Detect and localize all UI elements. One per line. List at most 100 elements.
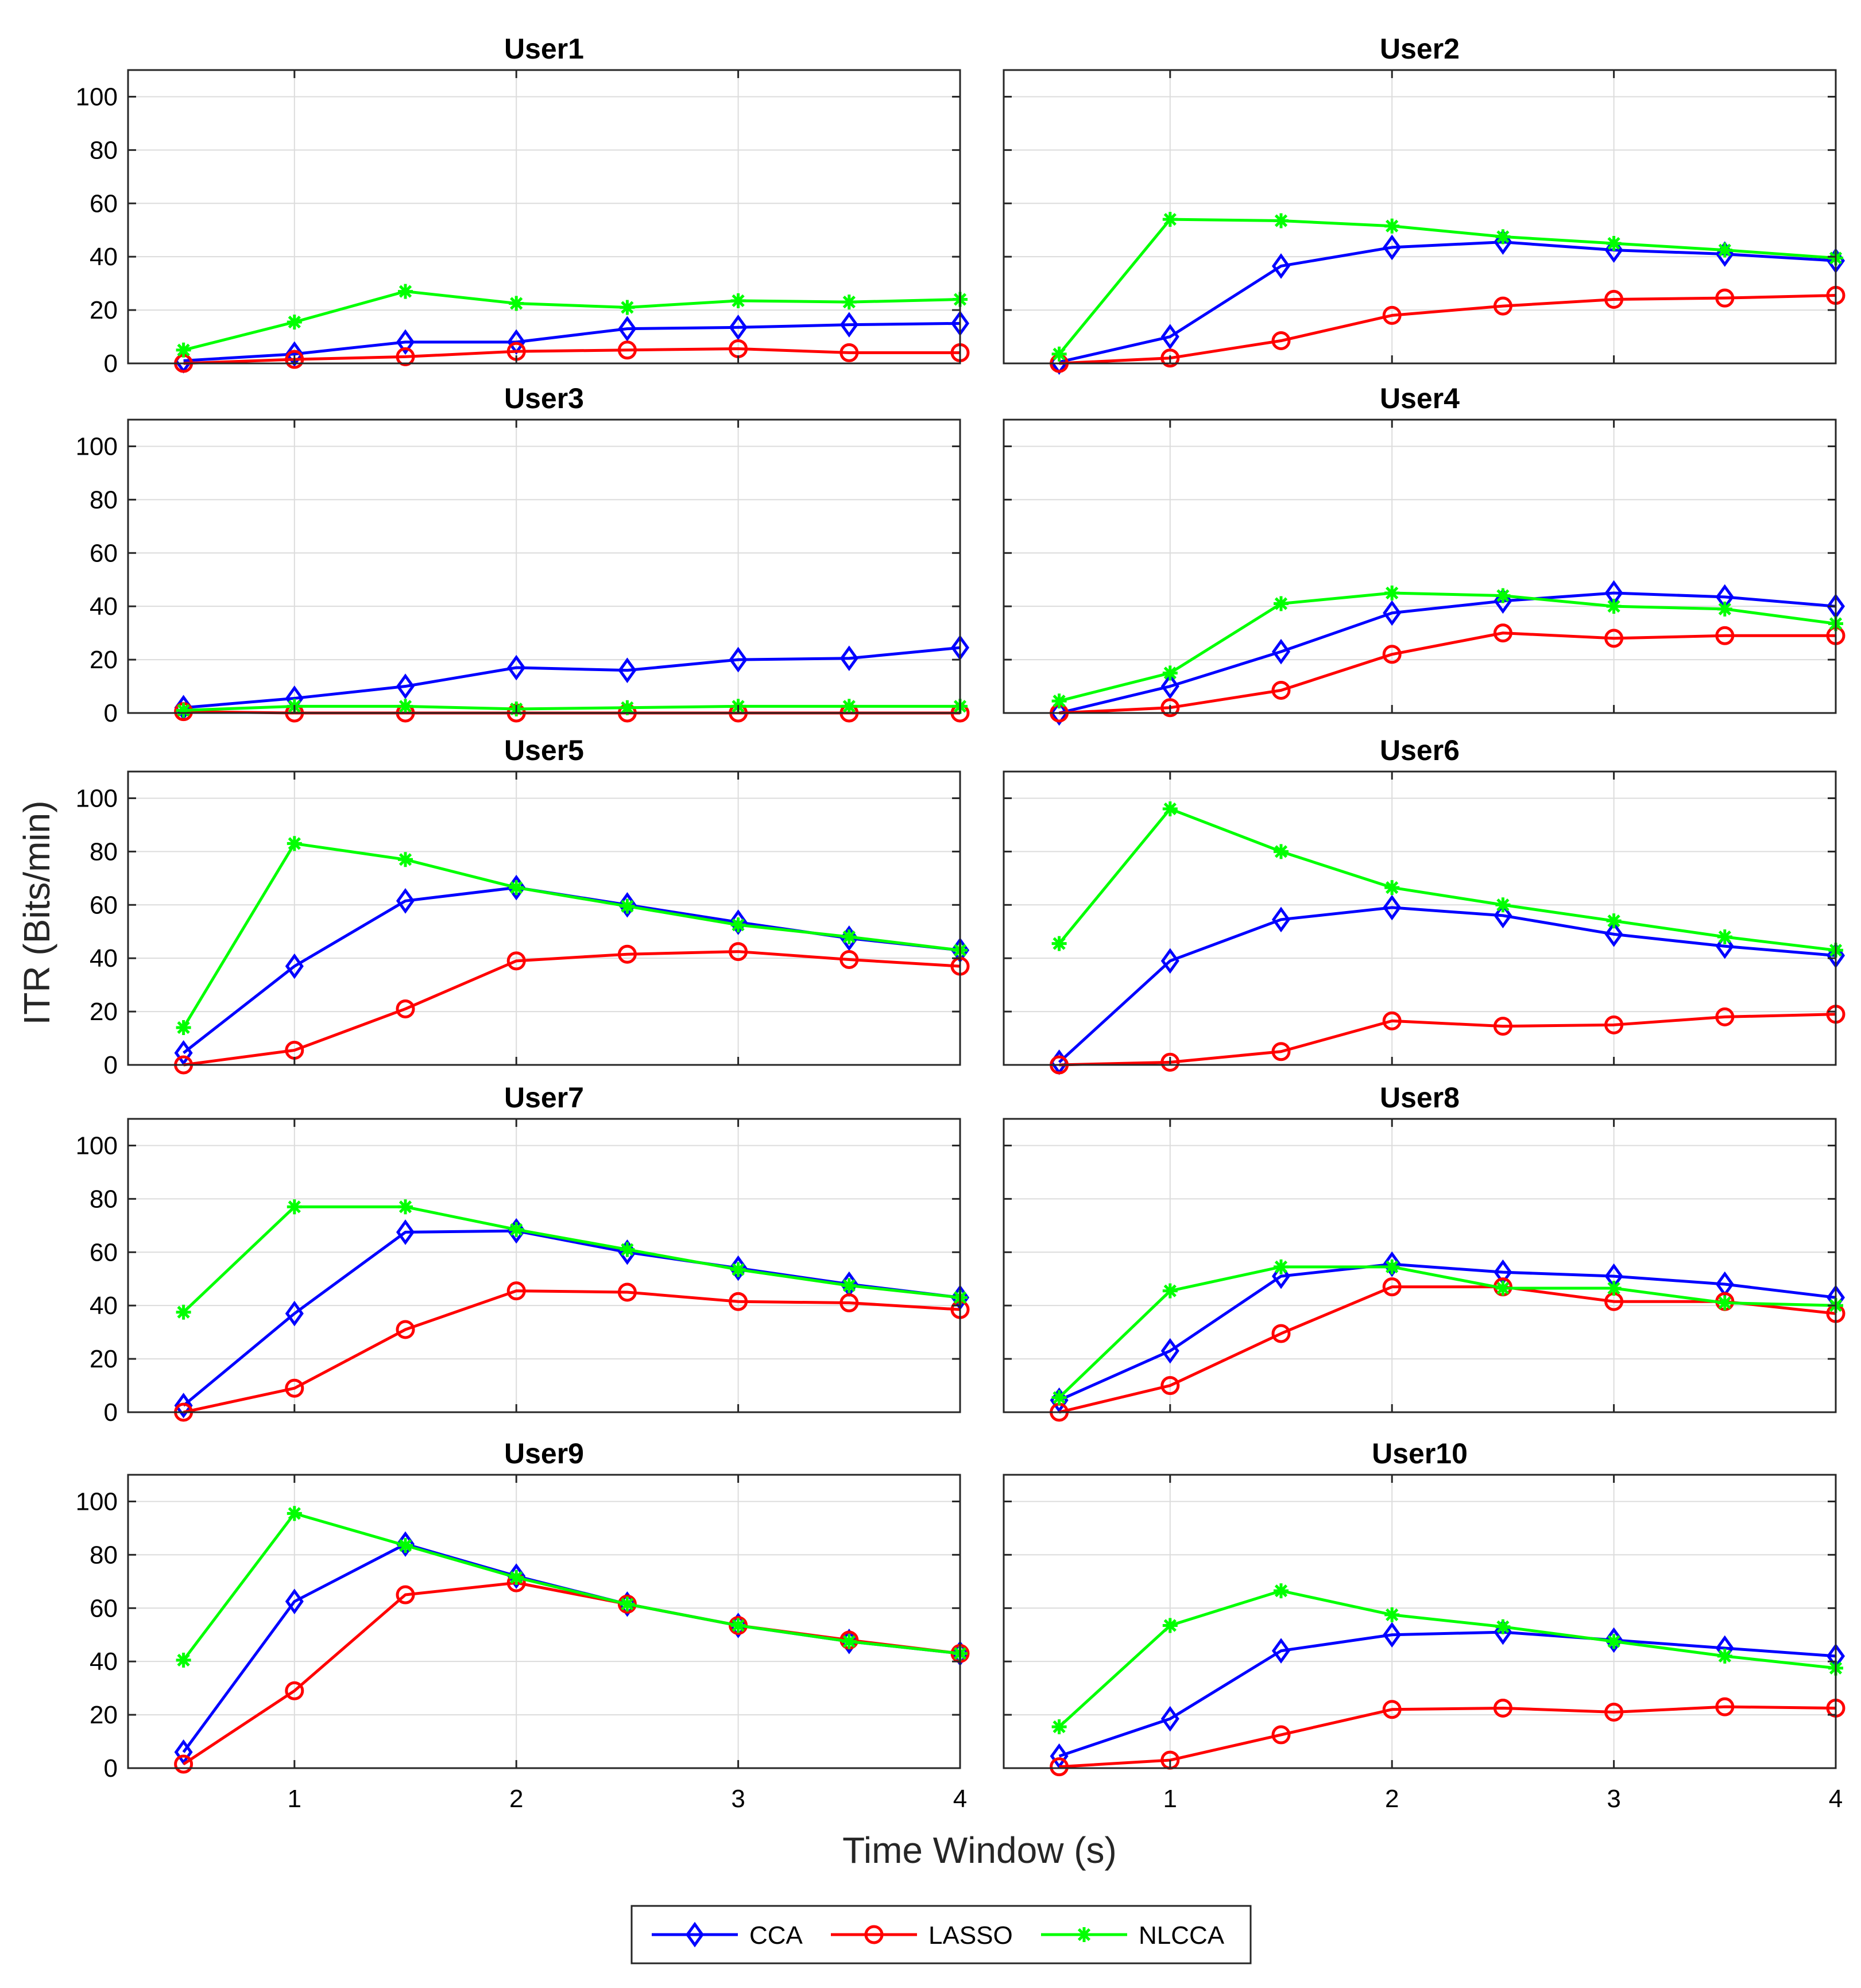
y-tick-label: 60 [90, 1594, 118, 1622]
series-line [183, 950, 961, 1067]
data-point [285, 1300, 304, 1327]
panel-user7: 0 20 40 60 80 100 User7 [76, 1082, 970, 1427]
y-tick-label: 0 [104, 1754, 118, 1782]
series-line [1059, 1013, 1836, 1067]
y-tick-label: 100 [76, 784, 118, 812]
panel-user10: 1 2 3 4 User10 [1003, 1437, 1845, 1813]
data-point [1382, 305, 1402, 325]
x-tick-label: 2 [509, 1785, 523, 1813]
data-point [729, 315, 748, 340]
series-cca [1050, 580, 1845, 726]
data-point [1717, 1295, 1732, 1311]
series-line [1058, 1262, 1836, 1402]
data-point [1160, 1052, 1180, 1072]
series-line [183, 321, 961, 362]
data-point [1383, 1622, 1402, 1648]
legend-marker [685, 1921, 705, 1948]
panel-title: User1 [504, 33, 584, 65]
data-point [620, 700, 635, 715]
data-point [509, 1570, 524, 1585]
data-point [285, 1588, 304, 1614]
plot-area [128, 772, 960, 1065]
data-point [1160, 1376, 1180, 1396]
data-point [1715, 933, 1734, 959]
panel-user3: 0 20 40 60 80 100 User3 [76, 382, 970, 727]
axes-box [127, 770, 961, 1066]
data-point [1495, 1280, 1511, 1296]
data-point [396, 673, 415, 699]
y-tick-label: 80 [90, 1541, 118, 1569]
x-tick-label: 1 [288, 1785, 301, 1813]
legend-marker [1077, 1927, 1092, 1942]
data-point [398, 699, 413, 714]
panel-user1: 0 20 40 60 80 100 User1 [76, 33, 970, 378]
data-point [1384, 880, 1400, 896]
y-tick-label: 0 [104, 350, 118, 378]
data-point [1382, 645, 1402, 664]
data-point [1383, 1251, 1402, 1277]
data-point [1604, 629, 1624, 648]
data-point [1384, 218, 1400, 234]
data-point [176, 1020, 191, 1035]
x-tick-label: 1 [1163, 1785, 1177, 1813]
panel-user9: 0 20 40 60 80 100 1 2 3 4 User9 [76, 1437, 970, 1813]
legend-label: LASSO [928, 1921, 1013, 1950]
panel-user2: User2 [1003, 33, 1845, 375]
plot-area [1004, 772, 1836, 1065]
y-tick-label: 80 [90, 1185, 118, 1213]
data-point [1717, 242, 1732, 258]
x-tick-label: 3 [1607, 1785, 1620, 1813]
data-point [1493, 296, 1512, 316]
y-tick-label: 100 [76, 1131, 118, 1160]
data-point [1051, 1390, 1067, 1405]
panel-title: User10 [1372, 1437, 1468, 1470]
panel-title: User6 [1380, 734, 1460, 766]
data-point [1493, 1017, 1512, 1036]
y-tick-label: 100 [76, 1487, 118, 1516]
data-point [841, 929, 857, 945]
x-tick-label: 4 [1829, 1785, 1843, 1813]
data-point [841, 699, 857, 714]
axes-box [127, 418, 961, 714]
axes-box [127, 69, 961, 365]
data-point [1382, 1700, 1402, 1719]
data-point [1051, 693, 1067, 709]
y-tick-label: 0 [104, 1398, 118, 1427]
data-point [1715, 626, 1735, 645]
axes-box [127, 1474, 961, 1769]
data-point [1160, 324, 1179, 350]
data-point [1162, 1618, 1178, 1633]
data-point [506, 951, 526, 971]
data-point [1495, 897, 1511, 913]
data-point [1271, 1638, 1291, 1664]
series-nlcca [176, 1506, 968, 1668]
data-point [509, 880, 524, 896]
data-point [1715, 1007, 1735, 1026]
data-point [396, 999, 415, 1018]
data-point [285, 953, 304, 979]
data-point [1274, 844, 1289, 859]
panel-title: User7 [504, 1082, 584, 1114]
series-line [1059, 241, 1836, 364]
data-point [396, 1585, 415, 1605]
y-tick-label: 0 [104, 699, 118, 727]
data-point [1384, 1259, 1400, 1274]
data-point [1606, 913, 1622, 929]
data-point [730, 293, 746, 308]
data-point [176, 342, 191, 358]
series-line [183, 1289, 961, 1414]
axes-box [127, 1118, 961, 1413]
data-point [1162, 801, 1178, 817]
data-point [396, 1320, 415, 1339]
plot-area [128, 70, 960, 363]
series-line [182, 1205, 961, 1313]
y-tick-label: 20 [90, 1701, 118, 1729]
plot-area [128, 1119, 960, 1412]
data-point [398, 284, 413, 299]
data-point [398, 1199, 413, 1215]
data-point [287, 836, 302, 851]
data-point [1271, 638, 1291, 665]
data-point [1271, 1324, 1291, 1343]
data-point [839, 925, 858, 951]
